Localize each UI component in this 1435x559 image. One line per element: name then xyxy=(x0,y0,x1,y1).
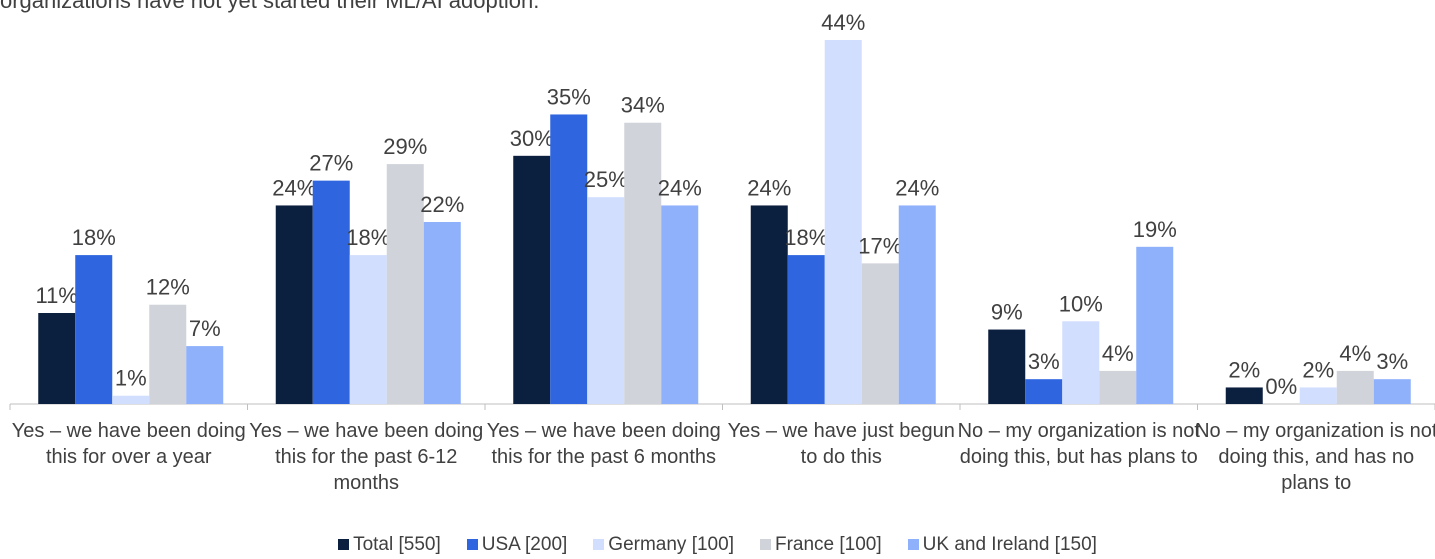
legend-swatch xyxy=(907,539,919,550)
data-label: 34% xyxy=(621,93,665,118)
bar xyxy=(1373,379,1411,404)
data-label: 3% xyxy=(1376,349,1408,374)
legend-item: UK and Ireland [150] xyxy=(907,534,1097,556)
legend: Total [550] USA [200] Germany [100] France … xyxy=(0,534,1435,556)
x-tick-label: No – my organization is not doing this, … xyxy=(957,420,1200,468)
data-label: 44% xyxy=(821,10,865,35)
bar xyxy=(38,313,76,404)
data-label: 4% xyxy=(1339,341,1371,366)
data-label: 17% xyxy=(858,233,902,258)
bar xyxy=(349,255,387,404)
data-label: 2% xyxy=(1228,357,1260,382)
bar xyxy=(186,346,224,404)
data-label: 10% xyxy=(1059,291,1103,316)
x-tick-label: Yes – we have been doing this for the pa… xyxy=(486,420,721,468)
legend-swatch xyxy=(338,539,350,550)
bar xyxy=(149,304,187,404)
data-label: 0% xyxy=(1265,374,1297,399)
x-tick-label: Yes – we have just begun to do this xyxy=(727,420,955,468)
bar xyxy=(824,40,862,404)
bar xyxy=(112,395,150,404)
data-label: 25% xyxy=(584,167,628,192)
data-label: 24% xyxy=(747,175,791,200)
data-label: 18% xyxy=(72,225,116,250)
x-tick-label-box: Yes – we have been doing this for over a… xyxy=(11,420,246,468)
bar xyxy=(1062,321,1100,404)
data-label: 19% xyxy=(1133,217,1177,242)
data-label: 4% xyxy=(1102,341,1134,366)
bar xyxy=(1225,387,1263,404)
legend-item: Total [550] xyxy=(338,534,441,556)
bar xyxy=(275,205,313,404)
legend-item: France [100] xyxy=(759,534,882,556)
bar xyxy=(1099,370,1137,404)
bar xyxy=(423,222,461,404)
legend-item: USA [200] xyxy=(466,534,568,556)
legend-label: France [100] xyxy=(774,534,882,555)
x-tick-label-box: Yes – we have been doing this for the pa… xyxy=(249,420,484,494)
bar xyxy=(1136,246,1174,404)
legend-label: Total [550] xyxy=(353,534,441,555)
data-label: 2% xyxy=(1302,357,1334,382)
chart: organizations have not yet started their… xyxy=(0,0,1435,494)
data-label: 18% xyxy=(784,225,828,250)
x-tick-label: No – my organization is not doing this, … xyxy=(1195,420,1435,494)
chart-subtitle: organizations have not yet started their… xyxy=(0,0,539,13)
legend-swatch xyxy=(466,539,478,550)
legend-label: USA [200] xyxy=(481,534,568,555)
x-tick-label: Yes – we have been doing this for over a… xyxy=(11,420,246,468)
data-label: 24% xyxy=(272,175,316,200)
legend-item: Germany [100] xyxy=(593,534,734,556)
bar xyxy=(550,114,588,405)
x-tick-label-box: Yes – we have been doing this for the pa… xyxy=(486,420,721,468)
x-tick-label: Yes – we have been doing this for the pa… xyxy=(249,420,484,494)
bar xyxy=(787,255,825,404)
bar xyxy=(988,329,1026,404)
data-label: 11% xyxy=(36,283,78,308)
bar xyxy=(898,205,936,404)
data-label: 3% xyxy=(1028,349,1060,374)
data-label: 22% xyxy=(420,192,464,217)
bar xyxy=(587,197,625,404)
data-label: 9% xyxy=(991,300,1023,325)
data-label: 30% xyxy=(510,126,554,151)
bar xyxy=(661,205,699,404)
x-tick-label-box: No – my organization is not doing this, … xyxy=(957,420,1200,468)
data-label: 24% xyxy=(895,175,939,200)
x-tick-label-box: Yes – we have just begun to do this xyxy=(727,420,955,468)
legend-swatch xyxy=(593,539,605,550)
data-label: 24% xyxy=(658,175,702,200)
bar xyxy=(624,122,662,405)
legend-swatch xyxy=(759,539,771,550)
data-label: 18% xyxy=(346,225,390,250)
bar xyxy=(75,255,113,404)
bar xyxy=(312,180,350,404)
legend-label: Germany [100] xyxy=(608,534,734,555)
legend-label: UK and Ireland [150] xyxy=(922,534,1097,555)
bar xyxy=(750,205,788,404)
bar xyxy=(861,263,899,404)
data-label: 35% xyxy=(547,84,591,109)
x-tick-label-box: No – my organization is not doing this, … xyxy=(1195,420,1435,494)
bar xyxy=(1299,387,1337,404)
data-label: 1% xyxy=(115,366,147,391)
data-label: 29% xyxy=(383,134,427,159)
data-label: 27% xyxy=(309,151,353,176)
bar xyxy=(386,164,424,404)
bar xyxy=(1336,370,1374,404)
data-label: 7% xyxy=(189,316,221,341)
bar xyxy=(513,155,551,404)
data-label: 12% xyxy=(146,275,190,300)
bar xyxy=(1025,379,1063,404)
